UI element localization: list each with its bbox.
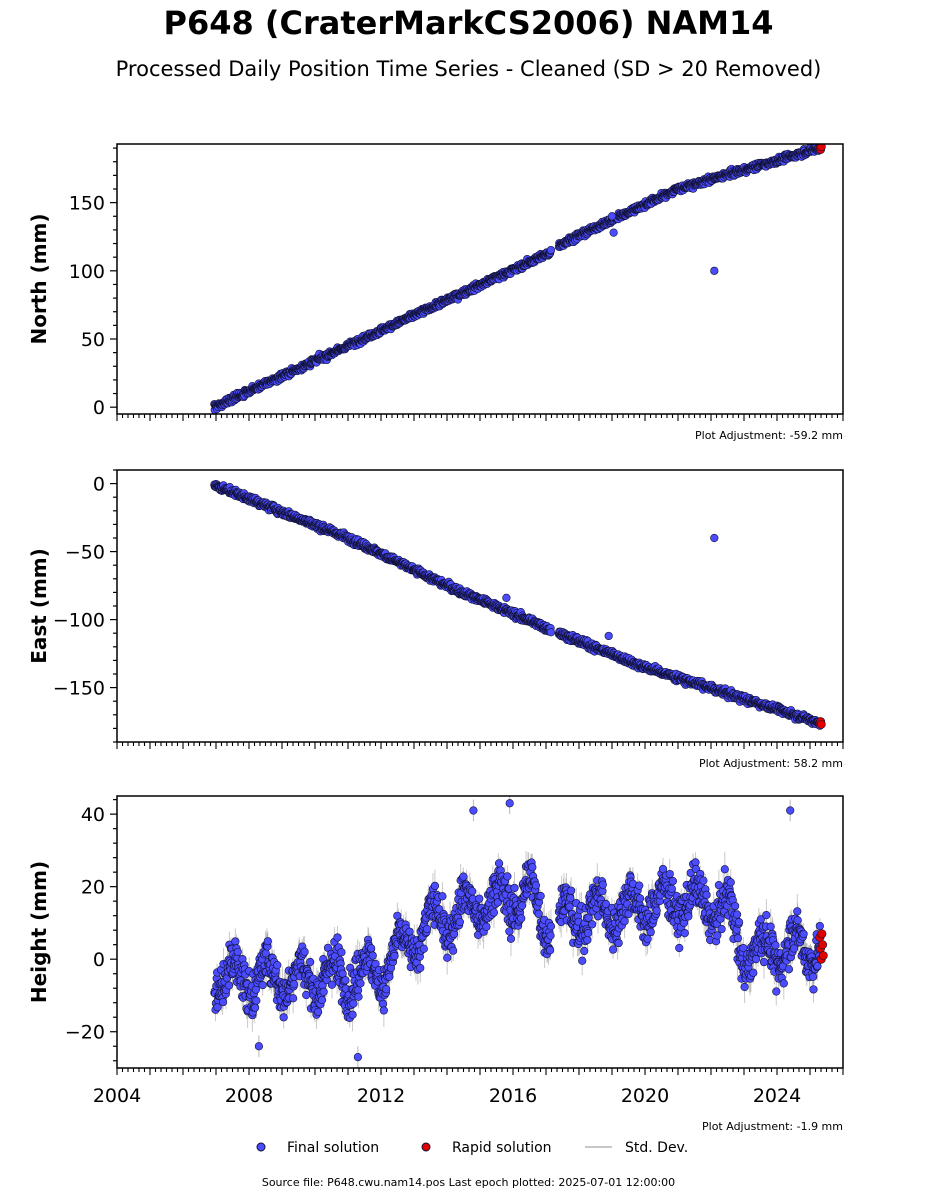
- chart-subtitle: Processed Daily Position Time Series - C…: [115, 57, 822, 81]
- y-tick-label: 50: [81, 329, 105, 351]
- panel-1: 0 50 100 150 North (mm) Plot Adjustment: -59.…: [27, 143, 844, 442]
- final-solution-point: [546, 245, 556, 255]
- plot-adjustment-note: Plot Adjustment: -59.2 mm: [695, 429, 843, 442]
- final-solution-points: [210, 480, 824, 730]
- y-tick-label: 150: [69, 193, 105, 215]
- y-axis-label: North (mm): [27, 213, 51, 344]
- plot-area: [210, 480, 826, 730]
- final-solution-point: [609, 228, 618, 237]
- final-solution-point: [607, 212, 617, 221]
- final-solution-points: [210, 144, 824, 414]
- chart-title: P648 (CraterMarkCS2006) NAM14: [163, 4, 774, 42]
- rapid-solution-points: [815, 144, 826, 154]
- y-tick-label: 100: [69, 261, 105, 283]
- rapid-solution-point: [816, 144, 826, 152]
- panel-frame: [116, 143, 844, 415]
- y-tick-label: 0: [93, 397, 105, 419]
- panels: 0 50 100 150 North (mm) Plot Adjustment: -59.…: [27, 143, 844, 1133]
- plot-area: [210, 144, 826, 414]
- final-solution-point: [710, 266, 719, 275]
